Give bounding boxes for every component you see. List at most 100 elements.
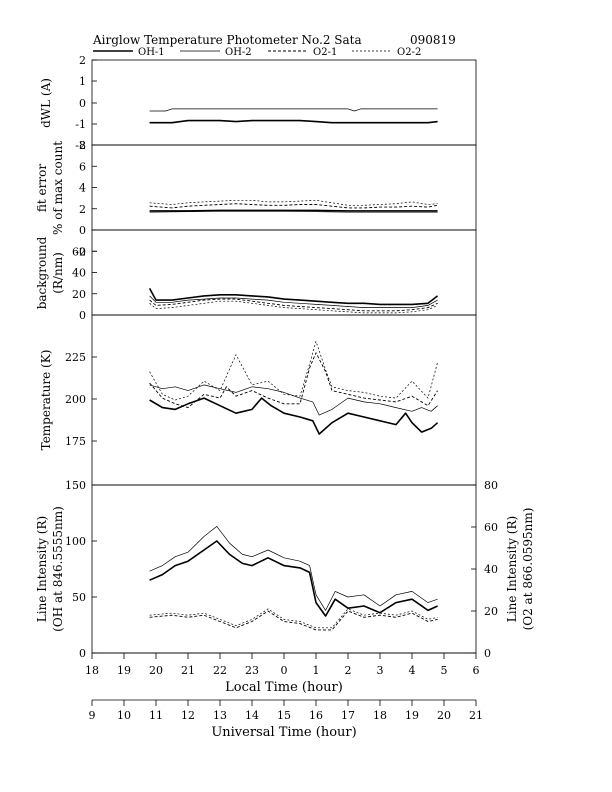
y-tick-label: 100 bbox=[65, 535, 86, 548]
series-oh-2 bbox=[149, 384, 438, 416]
legend-label-oh-1: OH-1 bbox=[138, 47, 165, 58]
universal-time-tick-label: 10 bbox=[117, 709, 131, 722]
local-time-tick-label: 18 bbox=[85, 664, 99, 677]
universal-time-tick-label: 16 bbox=[309, 709, 323, 722]
local-time-tick-label: 1 bbox=[313, 664, 320, 677]
y-tick-label: 2 bbox=[79, 203, 86, 216]
y-axis-label-line: Line Intensity (R) bbox=[35, 516, 49, 622]
universal-time-tick-label: 13 bbox=[213, 709, 227, 722]
y-axis-label-line: Temperature (K) bbox=[39, 350, 53, 451]
series-o2-1 bbox=[149, 352, 438, 409]
y-tick-label: 0 bbox=[79, 647, 86, 660]
y-tick-label: 0 bbox=[79, 224, 86, 237]
y-tick-label: 8 bbox=[79, 139, 86, 152]
panel-frame bbox=[91, 144, 477, 231]
local-time-tick-label: 21 bbox=[181, 664, 195, 677]
local-time-tick-label: 20 bbox=[149, 664, 163, 677]
y-right-tick-label: 40 bbox=[484, 563, 498, 576]
y-axis-label: Line Intensity (R) (OH at 846.5555nm) bbox=[35, 506, 65, 632]
time-axes: 18 19 20 21 22 23 0 1 2 3 4 5 69 10 11 12 13 14 15 16 17 18 19… bbox=[85, 652, 483, 722]
series-o2-2 bbox=[149, 300, 438, 314]
local-time-tick-label: 22 bbox=[213, 664, 227, 677]
series-oh-2 bbox=[149, 295, 438, 308]
y-axis-label: fit error% of max count bbox=[35, 141, 65, 235]
series-oh-1 bbox=[149, 397, 439, 435]
universal-time-tick-label: 12 bbox=[181, 709, 195, 722]
panel-2: 8 6 4 2 0 -2 fit error% of max count bbox=[35, 139, 477, 258]
y-tick-label: 60 bbox=[72, 245, 86, 258]
series-oh-2 bbox=[149, 108, 438, 112]
y-axis-label: dWL (A) bbox=[39, 78, 53, 128]
series-o2-1 bbox=[149, 298, 438, 312]
universal-time-tick-label: 11 bbox=[149, 709, 163, 722]
y-axis-label-line: dWL (A) bbox=[39, 78, 53, 128]
universal-time-tick-label: 19 bbox=[405, 709, 419, 722]
y-tick-label: 1 bbox=[79, 75, 86, 88]
y-tick-label: -1 bbox=[75, 118, 86, 131]
y-right-tick-label: 80 bbox=[484, 479, 498, 492]
y-axis-label: Temperature (K) bbox=[39, 350, 53, 451]
y-tick-label: 0 bbox=[79, 97, 86, 110]
y-right-tick-label: 20 bbox=[484, 605, 498, 618]
local-time-tick-label: 0 bbox=[281, 664, 288, 677]
series-oh-1 bbox=[149, 209, 438, 212]
legend-label-o2-1: O2-1 bbox=[313, 47, 337, 58]
y-tick-label: 40 bbox=[72, 267, 86, 280]
local-time-tick-label: 3 bbox=[377, 664, 384, 677]
series-o2-2 bbox=[149, 199, 438, 206]
universal-time-tick-label: 9 bbox=[89, 709, 96, 722]
y-tick-label: 50 bbox=[72, 591, 86, 604]
y-tick-label: -2 bbox=[75, 139, 86, 152]
y-axis-label-line: fit error bbox=[35, 164, 49, 212]
y-axis-label-line: (OH at 846.5555nm) bbox=[51, 506, 65, 632]
local-time-label: Local Time (hour) bbox=[225, 680, 343, 695]
y-tick-label: 20 bbox=[72, 288, 86, 301]
legend-label-oh-2: OH-2 bbox=[225, 47, 252, 58]
universal-time-tick-label: 21 bbox=[469, 709, 483, 722]
universal-time-tick-label: 17 bbox=[341, 709, 355, 722]
panel-frame bbox=[91, 59, 477, 146]
series-oh-1 bbox=[149, 119, 438, 124]
y-axis-label-line: (R/nm) bbox=[51, 252, 65, 294]
local-time-tick-label: 19 bbox=[117, 664, 131, 677]
local-time-tick-label: 4 bbox=[409, 664, 416, 677]
y-axis-label-line: background bbox=[35, 236, 49, 309]
series-o2-2 bbox=[149, 608, 438, 629]
y-tick-label: 6 bbox=[79, 160, 86, 173]
local-time-tick-label: 2 bbox=[345, 664, 352, 677]
y-tick-label: 4 bbox=[79, 182, 86, 195]
series-oh-2 bbox=[149, 210, 438, 213]
panel-1: 2 1 0 -1 -2 dWL (A) bbox=[39, 54, 477, 152]
series-o2-2 bbox=[149, 341, 438, 401]
universal-time-label: Universal Time (hour) bbox=[211, 725, 356, 740]
series-oh-1 bbox=[149, 540, 438, 617]
local-time-tick-label: 23 bbox=[245, 664, 259, 677]
universal-time-tick-label: 20 bbox=[437, 709, 451, 722]
y-axis-label: background (R/nm) bbox=[35, 236, 65, 309]
series-o2-1 bbox=[149, 610, 438, 631]
local-time-tick-label: 6 bbox=[473, 664, 480, 677]
y-tick-label: 200 bbox=[65, 393, 86, 406]
local-time-tick-label: 5 bbox=[441, 664, 448, 677]
y-right-tick-label: 60 bbox=[484, 521, 498, 534]
y-right-tick-label: 0 bbox=[484, 647, 491, 660]
series-o2-1 bbox=[149, 203, 438, 209]
y-right-axis-label: Line Intensity (R) (O2 at 866.0595nm) bbox=[505, 508, 535, 631]
panel-frame bbox=[91, 484, 477, 654]
y-right-axis-label-line: Line Intensity (R) bbox=[505, 516, 519, 622]
y-tick-label: 2 bbox=[79, 54, 86, 67]
y-tick-label: 150 bbox=[65, 479, 86, 492]
universal-time-tick-label: 18 bbox=[373, 709, 387, 722]
date-label: 090819 bbox=[410, 33, 456, 47]
universal-time-tick-label: 14 bbox=[245, 709, 259, 722]
y-axis-label-line: % of max count bbox=[51, 141, 65, 235]
panel-3: 60 40 20 0 background (R/nm) bbox=[35, 229, 477, 322]
universal-time-tick-label: 15 bbox=[277, 709, 291, 722]
legend: OH-1 OH-2 O2-1 O2-2 bbox=[93, 47, 421, 58]
figure-title: Airglow Temperature Photometer No.2 Sata bbox=[92, 33, 362, 47]
legend-label-o2-2: O2-2 bbox=[397, 47, 421, 58]
y-tick-label: 225 bbox=[65, 351, 86, 364]
